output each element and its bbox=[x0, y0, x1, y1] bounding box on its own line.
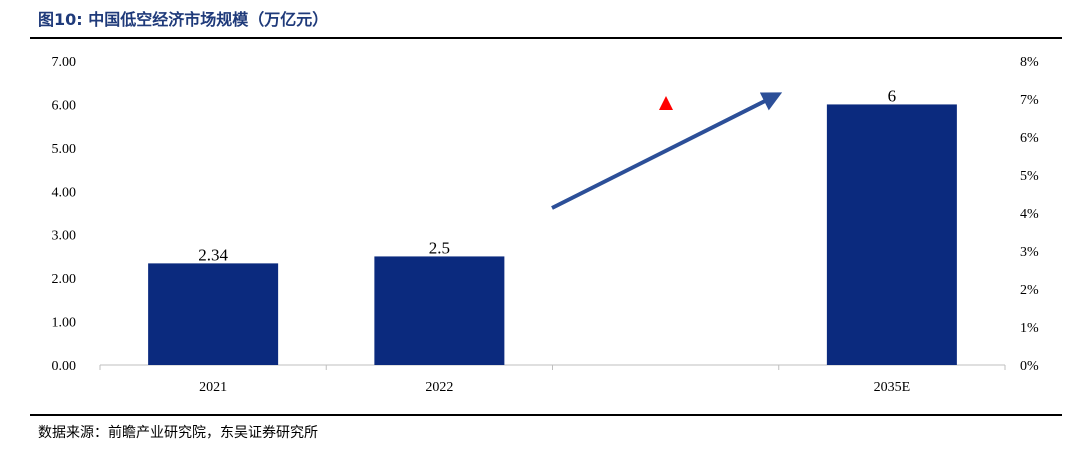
source-note: 数据来源：前瞻产业研究院，东吴证券研究所 bbox=[38, 425, 318, 441]
chart-data-labels: 2.34 2.5 6 bbox=[198, 86, 896, 264]
x-axis-tick-label: 2022 bbox=[425, 380, 453, 395]
y2-axis-tick-label: 8% bbox=[1020, 55, 1039, 70]
bar bbox=[826, 104, 957, 365]
chart-axes bbox=[99, 364, 1006, 370]
bar-data-label: 6 bbox=[888, 86, 897, 105]
y-axis-tick-label: 1.00 bbox=[52, 316, 77, 331]
figure-title: 图10: 中国低空经济市场规模（万亿元） bbox=[38, 10, 329, 29]
y2-axis-tick-label: 5% bbox=[1020, 169, 1039, 184]
y2-axis-tick-label: 6% bbox=[1020, 131, 1039, 146]
chart-ticks: 0.00 1.00 2.00 3.00 4.00 5.00 6.00 7.00 0% 1% 2% 3%… bbox=[52, 55, 1040, 395]
bar bbox=[374, 256, 505, 365]
y-axis-tick-label: 4.00 bbox=[52, 185, 77, 200]
y-axis-tick-label: 0.00 bbox=[52, 359, 77, 374]
bar-data-label: 2.34 bbox=[198, 245, 228, 264]
y2-axis-tick-label: 0% bbox=[1020, 359, 1039, 374]
y2-axis-tick-label: 7% bbox=[1020, 93, 1039, 108]
bar-data-label: 2.5 bbox=[429, 238, 450, 257]
x-axis-tick-label: 2035E bbox=[874, 380, 911, 395]
chart-decorations bbox=[551, 92, 783, 210]
bar bbox=[148, 263, 279, 365]
y2-axis-tick-label: 3% bbox=[1020, 245, 1039, 260]
chart-bars bbox=[148, 104, 957, 365]
y-axis-tick-label: 3.00 bbox=[52, 229, 77, 244]
bottom-rule bbox=[30, 414, 1062, 416]
x-axis-tick-label: 2021 bbox=[199, 380, 227, 395]
y-axis-tick-label: 2.00 bbox=[52, 272, 77, 287]
red-triangle-icon bbox=[659, 96, 673, 110]
growth-arrow bbox=[551, 92, 783, 210]
y2-axis-tick-label: 4% bbox=[1020, 207, 1039, 222]
y2-axis-tick-label: 1% bbox=[1020, 321, 1039, 336]
y-axis-tick-label: 7.00 bbox=[52, 55, 77, 70]
y-axis-tick-label: 6.00 bbox=[52, 98, 77, 113]
top-rule bbox=[30, 37, 1062, 39]
y2-axis-tick-label: 2% bbox=[1020, 283, 1039, 298]
y-axis-tick-label: 5.00 bbox=[52, 142, 77, 157]
